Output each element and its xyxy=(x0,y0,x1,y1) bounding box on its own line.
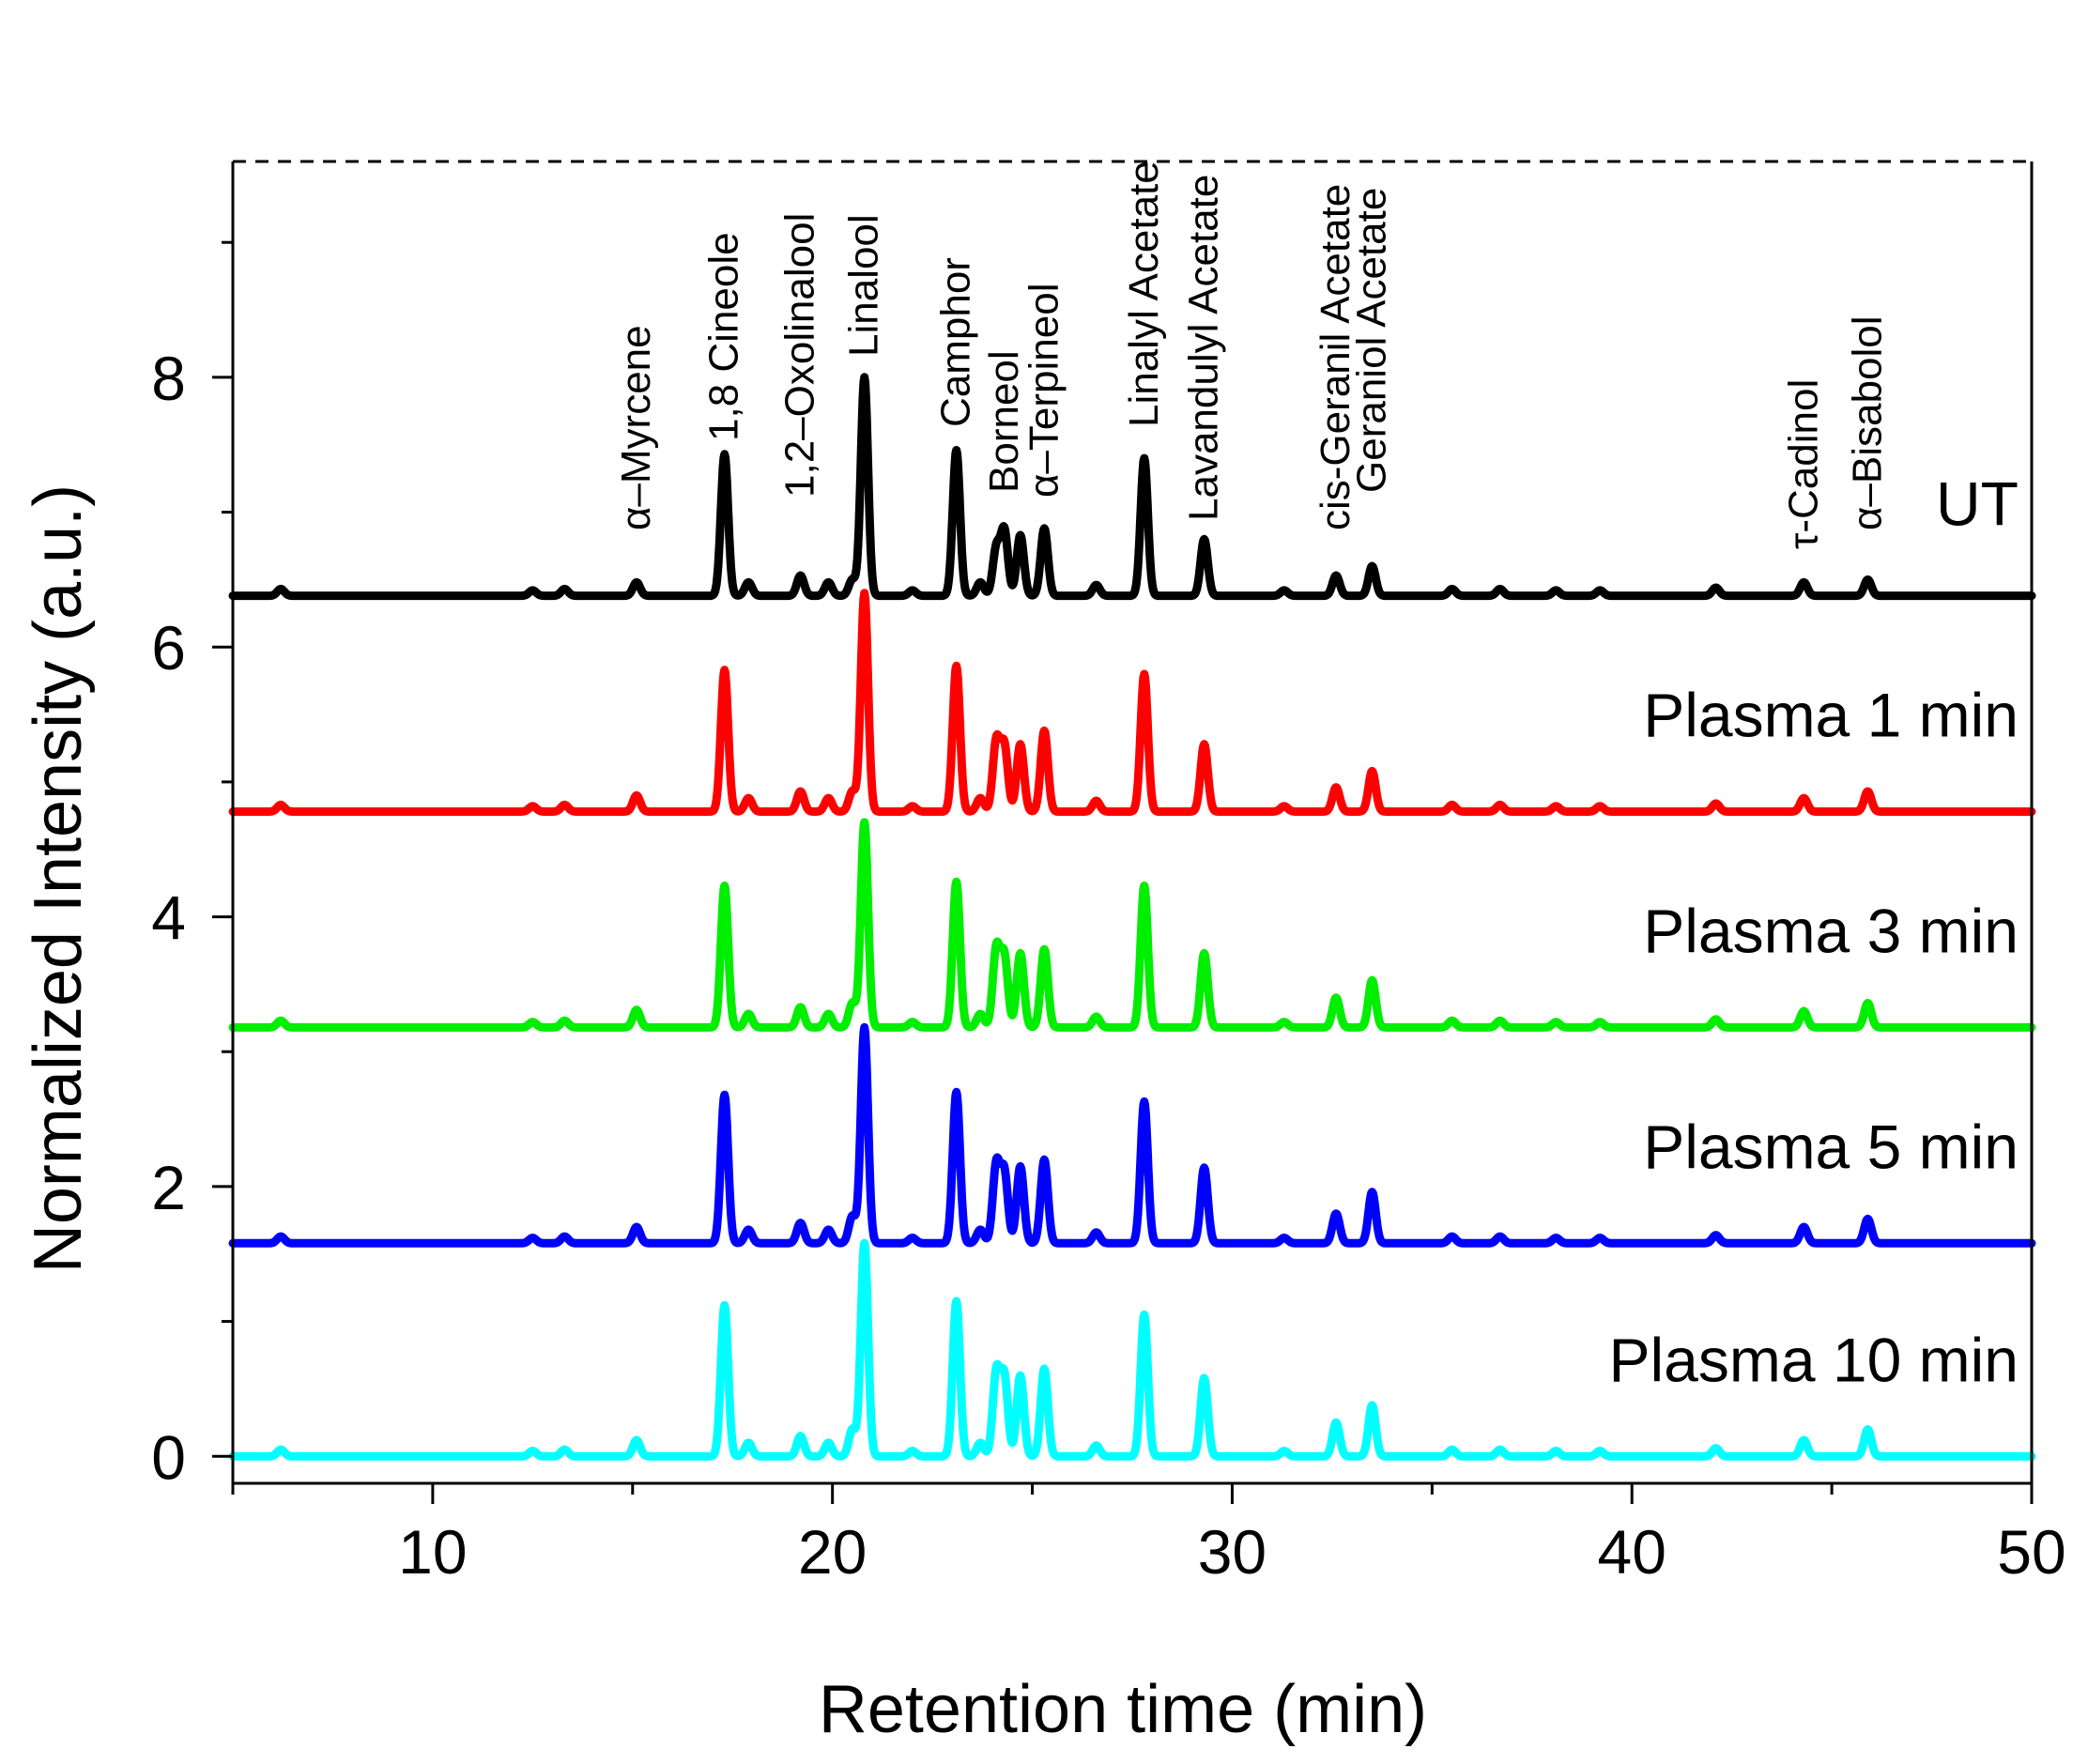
peak-label-12: α–Bisabolol xyxy=(1844,316,1890,530)
peak-label-8: Lavandulyl Acetate xyxy=(1181,175,1227,521)
y-tick-label-4: 8 xyxy=(151,344,186,413)
series-line-3 xyxy=(228,1022,2036,1248)
series-line-4 xyxy=(228,1238,2036,1461)
y-axis-title: Normalized Intensity (a.u.) xyxy=(21,484,96,1273)
peak-label-7: Linalyl Acetate xyxy=(1121,161,1167,427)
x-tick-label-1: 20 xyxy=(798,1517,867,1587)
x-tick-label-0: 10 xyxy=(398,1517,467,1587)
peak-label-9: cis-Geranil Acetate xyxy=(1313,184,1359,530)
x-axis-title: Retention time (min) xyxy=(819,1672,1427,1747)
series-line-2 xyxy=(228,818,2036,1032)
peak-label-3: Linalool xyxy=(841,214,887,357)
x-tick-label-3: 40 xyxy=(1598,1517,1666,1587)
plot-area xyxy=(228,373,2036,1461)
y-tick-label-1: 2 xyxy=(151,1153,186,1222)
y-tick-label-2: 4 xyxy=(151,883,186,953)
peak-label-5: Borneol xyxy=(981,350,1027,493)
y-tick-label-3: 6 xyxy=(151,613,186,683)
peak-label-4: Camphor xyxy=(933,257,979,427)
series-label-4: Plasma 10 min xyxy=(1608,1325,2019,1394)
series-line-1 xyxy=(228,589,2036,816)
x-tick-label-2: 30 xyxy=(1198,1517,1267,1587)
y-tick-label-0: 0 xyxy=(151,1422,186,1492)
series-label-0: UT xyxy=(1936,469,2019,539)
labels: UT Plasma 1 min Plasma 3 min Plasma 5 min Pl… xyxy=(21,161,2019,1747)
series-label-2: Plasma 3 min xyxy=(1643,896,2019,965)
series-label-1: Plasma 1 min xyxy=(1643,681,2019,750)
peak-label-0: α–Myrcene xyxy=(613,325,659,530)
peak-label-2: 1,2–Oxolinalool xyxy=(777,213,823,498)
x-tick-label-4: 50 xyxy=(1997,1517,2065,1587)
series-line-0 xyxy=(228,373,2036,601)
axes: 10 20 30 40 50 0 2 4 6 8 xyxy=(151,160,2066,1587)
peak-label-6: α–Terpineol xyxy=(1021,284,1067,498)
peak-label-1: 1,8 Cineole xyxy=(701,232,747,441)
peak-label-11: τ-Cadinol xyxy=(1780,379,1826,549)
series-label-3: Plasma 5 min xyxy=(1643,1112,2019,1181)
peak-label-10: Geraniol Acetate xyxy=(1349,188,1395,493)
